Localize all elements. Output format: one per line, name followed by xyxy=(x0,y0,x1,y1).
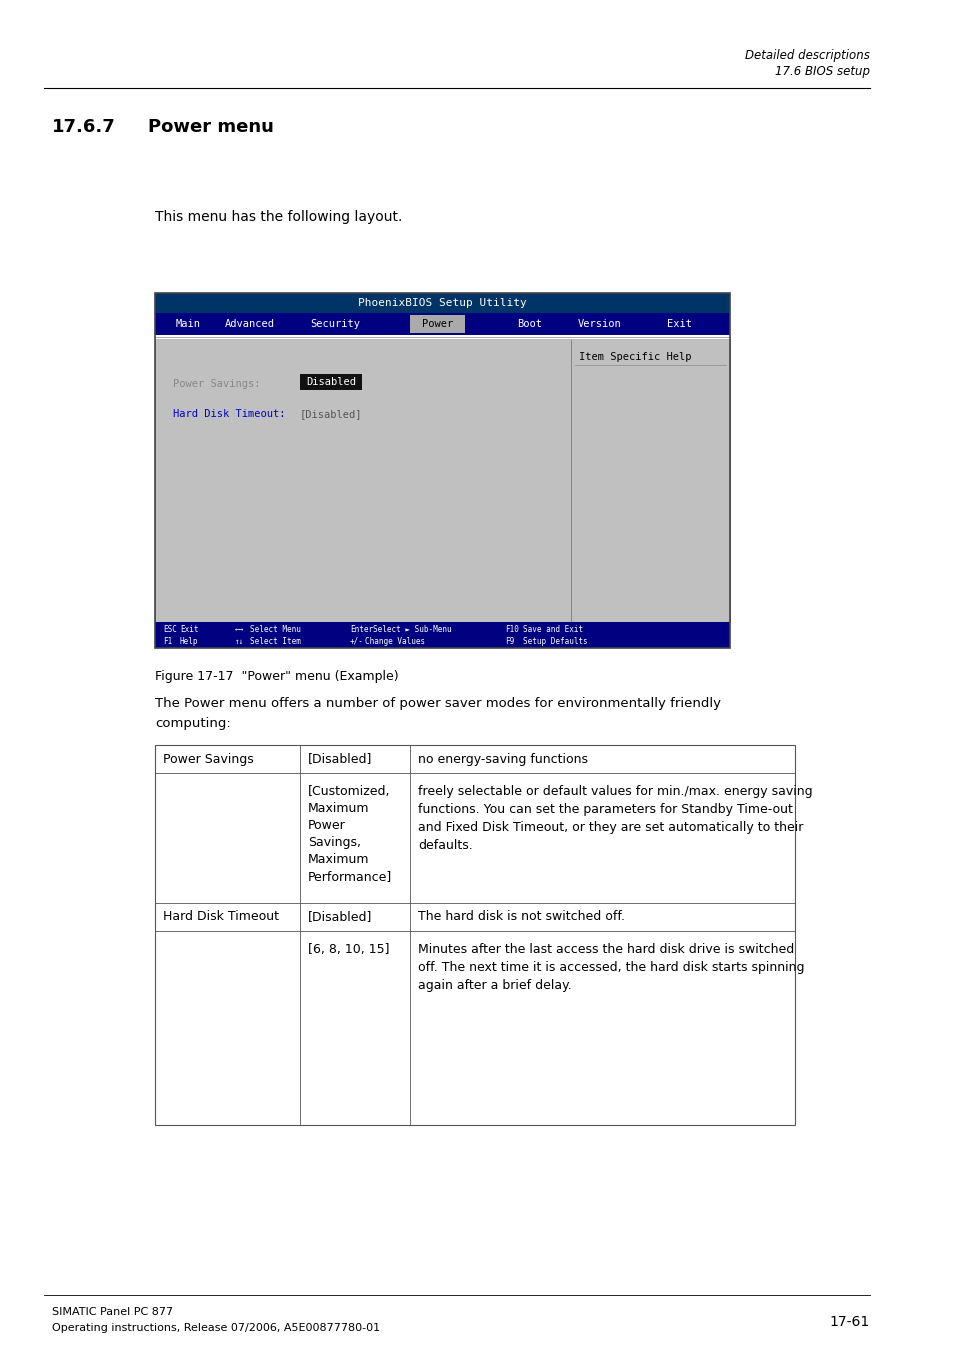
Bar xyxy=(154,293,729,648)
Text: Boot: Boot xyxy=(517,319,542,330)
Text: Exit: Exit xyxy=(180,626,198,635)
Text: [Disabled]: [Disabled] xyxy=(308,753,372,766)
Text: computing:: computing: xyxy=(154,717,231,730)
Text: Operating instructions, Release 07/2006, A5E00877780-01: Operating instructions, Release 07/2006,… xyxy=(52,1323,379,1333)
Text: Exit: Exit xyxy=(667,319,692,330)
Bar xyxy=(154,621,729,648)
Text: Power menu: Power menu xyxy=(148,118,274,136)
Text: no energy-saving functions: no energy-saving functions xyxy=(417,753,587,766)
Text: Select Item: Select Item xyxy=(250,636,300,646)
Text: Save and Exit: Save and Exit xyxy=(522,626,582,635)
Text: Setup Defaults: Setup Defaults xyxy=(522,636,587,646)
Text: The Power menu offers a number of power saver modes for environmentally friendly: The Power menu offers a number of power … xyxy=(154,697,720,711)
Text: Disabled: Disabled xyxy=(306,377,355,386)
Text: freely selectable or default values for min./max. energy saving
functions. You c: freely selectable or default values for … xyxy=(417,785,812,852)
Text: Detailed descriptions: Detailed descriptions xyxy=(744,49,869,62)
Bar xyxy=(154,339,571,621)
Text: Select ► Sub-Menu: Select ► Sub-Menu xyxy=(373,626,451,635)
Text: ↑↓: ↑↓ xyxy=(234,636,244,646)
Text: [Customized,
Maximum
Power
Savings,
Maximum
Performance]: [Customized, Maximum Power Savings, Maxi… xyxy=(308,785,392,884)
Text: F10: F10 xyxy=(504,626,518,635)
Text: The hard disk is not switched off.: The hard disk is not switched off. xyxy=(417,911,624,924)
Text: Power Savings:: Power Savings: xyxy=(172,380,260,389)
Text: Advanced: Advanced xyxy=(225,319,274,330)
Text: Security: Security xyxy=(310,319,359,330)
Text: +/-: +/- xyxy=(350,636,363,646)
Text: Main: Main xyxy=(175,319,200,330)
Bar xyxy=(299,374,361,390)
Text: [6, 8, 10, 15]: [6, 8, 10, 15] xyxy=(308,943,389,957)
Text: Enter: Enter xyxy=(350,626,373,635)
Text: Item Specific Help: Item Specific Help xyxy=(578,353,691,362)
Text: Minutes after the last access the hard disk drive is switched
off. The next time: Minutes after the last access the hard d… xyxy=(417,943,803,992)
Bar xyxy=(154,293,729,313)
Text: Figure 17-17  "Power" menu (Example): Figure 17-17 "Power" menu (Example) xyxy=(154,670,398,684)
Text: Power Savings: Power Savings xyxy=(163,753,253,766)
Bar xyxy=(410,315,464,332)
Bar xyxy=(571,339,729,621)
Bar xyxy=(154,313,729,335)
Bar xyxy=(154,744,794,1125)
Text: [Disabled]: [Disabled] xyxy=(299,409,362,419)
Text: Select Menu: Select Menu xyxy=(250,626,300,635)
Text: Change Values: Change Values xyxy=(365,636,425,646)
Text: ESC: ESC xyxy=(163,626,176,635)
Text: F1: F1 xyxy=(163,636,172,646)
Text: Version: Version xyxy=(578,319,621,330)
Text: Hard Disk Timeout: Hard Disk Timeout xyxy=(163,911,278,924)
Text: Power: Power xyxy=(421,319,453,330)
Text: 17-61: 17-61 xyxy=(829,1315,869,1329)
Text: Hard Disk Timeout:: Hard Disk Timeout: xyxy=(172,409,285,419)
Text: [Disabled]: [Disabled] xyxy=(308,911,372,924)
Text: PhoenixBIOS Setup Utility: PhoenixBIOS Setup Utility xyxy=(357,299,526,308)
Text: 17.6 BIOS setup: 17.6 BIOS setup xyxy=(774,65,869,78)
Text: This menu has the following layout.: This menu has the following layout. xyxy=(154,209,402,224)
Text: SIMATIC Panel PC 877: SIMATIC Panel PC 877 xyxy=(52,1306,172,1317)
Text: F9: F9 xyxy=(504,636,514,646)
Text: ←→: ←→ xyxy=(234,626,244,635)
Text: 17.6.7: 17.6.7 xyxy=(52,118,115,136)
Text: Help: Help xyxy=(180,636,198,646)
